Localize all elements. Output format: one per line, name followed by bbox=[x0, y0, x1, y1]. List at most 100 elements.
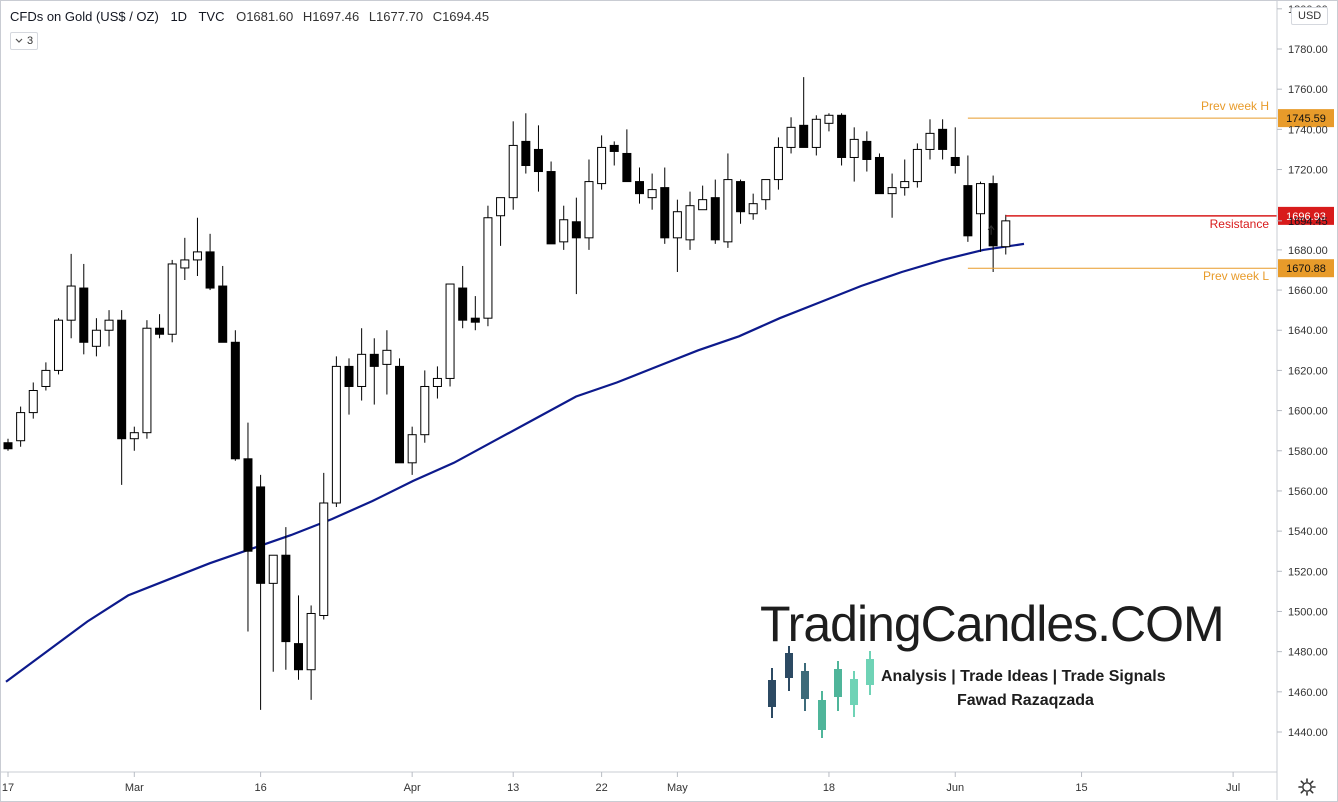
candle bbox=[319, 472, 329, 620]
candle-body bbox=[218, 285, 228, 343]
candle bbox=[672, 199, 682, 272]
candle-body bbox=[874, 156, 884, 195]
candle-body bbox=[938, 128, 948, 150]
candles-logo-icon bbox=[768, 646, 874, 738]
open-value: O1681.60 bbox=[236, 9, 294, 24]
candle bbox=[407, 426, 417, 475]
price-tick-label: 1600.00 bbox=[1288, 406, 1328, 418]
candle bbox=[533, 125, 543, 192]
candle-body bbox=[129, 432, 139, 440]
time-tick-label: May bbox=[667, 782, 688, 794]
candle-body bbox=[736, 181, 746, 213]
gear-icon[interactable] bbox=[1297, 777, 1317, 797]
candle bbox=[306, 605, 316, 700]
candle-body bbox=[180, 259, 190, 269]
candle-body bbox=[1001, 220, 1011, 248]
candle bbox=[925, 119, 935, 160]
candle bbox=[559, 205, 569, 250]
level-price-tag bbox=[1278, 259, 1334, 278]
candle bbox=[571, 197, 581, 295]
symbol-title[interactable]: CFDs on Gold (US$ / OZ) bbox=[10, 9, 159, 24]
candle bbox=[331, 356, 341, 508]
candle bbox=[357, 328, 367, 401]
candle bbox=[912, 143, 922, 188]
candle bbox=[129, 426, 139, 451]
candle-body bbox=[824, 114, 834, 124]
candle bbox=[395, 358, 405, 464]
price-tick-label: 1580.00 bbox=[1288, 446, 1328, 458]
candle bbox=[597, 135, 607, 190]
candle bbox=[344, 358, 354, 415]
candle bbox=[28, 382, 38, 419]
candle-body bbox=[660, 187, 670, 239]
candle-body bbox=[3, 442, 13, 450]
level-price-label: 1670.88 bbox=[1286, 263, 1326, 275]
candle-body bbox=[912, 148, 922, 183]
level-price-tag bbox=[1278, 109, 1334, 128]
candle bbox=[293, 595, 303, 680]
chevron-down-icon bbox=[15, 38, 23, 43]
indicators-toggle-button[interactable]: 3 bbox=[10, 32, 39, 50]
time-tick-label: 18 bbox=[823, 782, 835, 794]
candle-body bbox=[256, 486, 266, 584]
candle-body bbox=[142, 327, 152, 434]
candle bbox=[66, 253, 76, 339]
candle bbox=[180, 237, 190, 281]
candle bbox=[824, 113, 834, 132]
time-tick-label: 16 bbox=[254, 782, 266, 794]
candle bbox=[761, 179, 771, 210]
candle-body bbox=[950, 156, 960, 167]
candle-body bbox=[849, 138, 859, 158]
candle-body bbox=[155, 327, 165, 335]
candle bbox=[685, 191, 695, 250]
candle bbox=[546, 161, 556, 245]
candle bbox=[887, 173, 897, 218]
price-tick-label: 1540.00 bbox=[1288, 526, 1328, 538]
time-tick-label: 22 bbox=[595, 782, 607, 794]
candle-body bbox=[571, 221, 581, 239]
symbol-header: CFDs on Gold (US$ / OZ) 1D TVC O1681.60 … bbox=[10, 9, 495, 24]
candle-body bbox=[925, 132, 935, 150]
candle-body bbox=[167, 263, 177, 335]
candle bbox=[445, 283, 455, 387]
price-tick-label: 1694.45 bbox=[1288, 216, 1328, 228]
candle bbox=[622, 129, 632, 183]
candle bbox=[243, 422, 253, 632]
candle bbox=[256, 474, 266, 710]
candle bbox=[862, 131, 872, 172]
candle-body bbox=[344, 365, 354, 387]
candle-body bbox=[685, 205, 695, 241]
candle-body bbox=[357, 353, 367, 387]
time-tick-label: 17 bbox=[2, 782, 14, 794]
candle bbox=[837, 113, 847, 166]
candle-body bbox=[773, 146, 783, 181]
candle bbox=[950, 127, 960, 174]
level-price-label: 1696.93 bbox=[1286, 211, 1326, 223]
interval-label[interactable]: 1D bbox=[170, 9, 188, 24]
candle bbox=[963, 155, 973, 242]
time-tick-label: Mar bbox=[125, 782, 144, 794]
candle-body bbox=[559, 219, 569, 243]
candle-body bbox=[281, 554, 291, 643]
candle-body bbox=[521, 140, 531, 167]
candle-body bbox=[382, 349, 392, 365]
candle-body bbox=[584, 181, 594, 239]
price-tick-label: 1680.00 bbox=[1288, 245, 1328, 257]
candle-body bbox=[16, 412, 26, 442]
candle bbox=[799, 77, 809, 148]
candle bbox=[142, 320, 152, 439]
candle-body bbox=[319, 502, 329, 616]
candle bbox=[647, 173, 657, 210]
candle-body bbox=[761, 179, 771, 201]
candle bbox=[458, 265, 468, 329]
watermark-title: TradingCandles.COM bbox=[760, 596, 1225, 652]
candle bbox=[369, 338, 379, 405]
candle bbox=[811, 115, 821, 156]
candle bbox=[54, 318, 64, 375]
currency-badge[interactable]: USD bbox=[1291, 7, 1329, 25]
candle bbox=[79, 263, 89, 355]
candle bbox=[1001, 214, 1011, 255]
